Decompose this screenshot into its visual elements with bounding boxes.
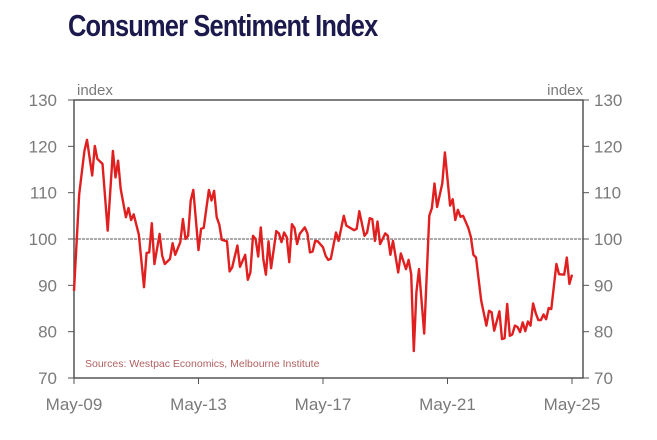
- chart-title: Consumer Sentiment Index: [68, 8, 378, 43]
- x-tick-label: May-25: [544, 395, 601, 414]
- left-y-tick-label: 120: [29, 137, 57, 156]
- left-y-tick-label: 130: [29, 91, 57, 110]
- left-y-tick-label: 110: [30, 184, 57, 203]
- left-y-tick-label: 100: [29, 230, 57, 249]
- source-note: Sources: Westpac Economics, Melbourne In…: [85, 358, 320, 370]
- right-y-tick-label: 80: [594, 323, 613, 342]
- right-y-tick-label: 110: [594, 184, 621, 203]
- right-y-tick-label: 90: [594, 276, 613, 295]
- x-tick-label: May-21: [419, 395, 476, 414]
- right-y-tick-label: 100: [594, 230, 622, 249]
- right-y-tick-label: 120: [594, 137, 622, 156]
- series-line: [72, 138, 574, 353]
- right-y-tick-label: 130: [594, 91, 622, 110]
- right-y-tick-label: 70: [594, 369, 613, 388]
- left-y-tick-label: 80: [38, 323, 57, 342]
- x-tick-label: May-13: [170, 395, 227, 414]
- x-tick-label: May-17: [295, 395, 352, 414]
- right-unit-label: index: [547, 82, 583, 99]
- left-unit-label: index: [77, 82, 113, 99]
- x-tick-label: May-09: [46, 395, 103, 414]
- left-y-tick-label: 90: [38, 276, 57, 295]
- left-y-tick-label: 70: [38, 369, 57, 388]
